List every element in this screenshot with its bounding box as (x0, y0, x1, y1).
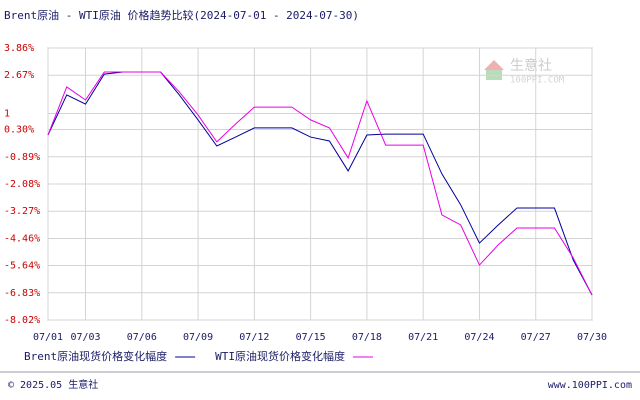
watermark-site: 100PPI.COM (510, 76, 565, 86)
x-tick-label: 07/01 (33, 332, 63, 343)
x-tick-label: 07/15 (296, 332, 326, 343)
y-tick-label: -2.08% (4, 179, 40, 190)
footer-site: www.100PPI.com (548, 380, 632, 391)
y-tick-label: 3.86% (4, 43, 34, 54)
x-tick-label: 07/18 (352, 332, 382, 343)
watermark: 生意社 100PPI.COM (484, 57, 565, 86)
y-tick-label: -6.83% (4, 288, 40, 299)
watermark-name: 生意社 (510, 57, 552, 74)
y-tick-label: 0.30% (4, 125, 34, 136)
x-tick-label: 07/06 (127, 332, 157, 343)
x-tick-label: 07/03 (70, 332, 100, 343)
x-tick-label: 07/12 (239, 332, 269, 343)
x-tick-label: 07/24 (464, 332, 494, 343)
x-tick-label: 07/21 (408, 332, 438, 343)
y-tick-label: -4.46% (4, 233, 40, 244)
series-line (47, 71, 593, 296)
y-tick-label: -0.89% (4, 152, 40, 163)
y-tick-label: -5.64% (4, 261, 40, 272)
x-tick-label: 07/27 (521, 332, 551, 343)
legend-label: Brent原油现货价格变化幅度 (24, 349, 167, 363)
x-tick-label: 07/30 (577, 332, 607, 343)
footer-copyright: © 2025.05 生意社 (8, 378, 98, 391)
logo-roof (484, 60, 504, 70)
y-tick-label: -8.02% (4, 315, 40, 326)
x-tick-label: 07/09 (183, 332, 213, 343)
legend-label: WTI原油现货价格变化幅度 (215, 349, 345, 363)
y-tick-label: 2.67% (4, 70, 34, 81)
y-tick-label: 1 (4, 108, 10, 119)
y-tick-label: -3.27% (4, 206, 40, 217)
chart-title: Brent原油 - WTI原油 价格趋势比较(2024-07-01 - 2024… (4, 8, 359, 22)
